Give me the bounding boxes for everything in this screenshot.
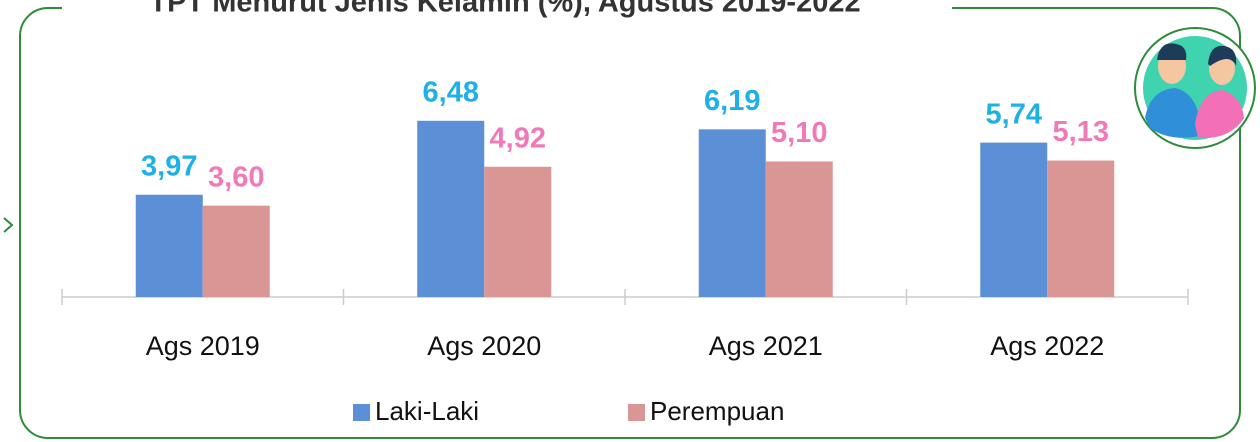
x-tick-label: Ags 2021: [709, 331, 823, 361]
legend-swatch: [353, 404, 370, 421]
x-tick-label: Ags 2019: [146, 331, 260, 361]
value-label: 3,97: [141, 150, 197, 182]
bar: [202, 205, 270, 297]
value-label: 3,60: [208, 161, 264, 193]
bar: [980, 142, 1048, 297]
value-label: 5,10: [771, 117, 827, 149]
bar: [484, 166, 552, 297]
legend-swatch: [628, 404, 645, 421]
title-backdrop: [62, 0, 952, 22]
bar: [1047, 160, 1115, 297]
value-label: 5,74: [986, 98, 1042, 130]
bar: [765, 161, 833, 297]
legend-label: Perempuan: [650, 396, 784, 426]
x-tick-label: Ags 2022: [990, 331, 1104, 361]
bar: [135, 194, 203, 297]
bar: [417, 120, 485, 297]
chart-title: TPT Menurut Jenis Kelamin (%), Agustus 2…: [149, 0, 860, 19]
bar: [698, 129, 766, 297]
people-icon: [1134, 27, 1256, 149]
value-label: 4,92: [490, 122, 546, 154]
legend-label: Laki-Laki: [375, 396, 479, 426]
value-label: 5,13: [1053, 116, 1109, 148]
x-tick-label: Ags 2020: [427, 331, 541, 361]
arrow: [3, 217, 14, 233]
value-label: 6,19: [704, 85, 760, 117]
value-label: 6,48: [423, 76, 479, 108]
